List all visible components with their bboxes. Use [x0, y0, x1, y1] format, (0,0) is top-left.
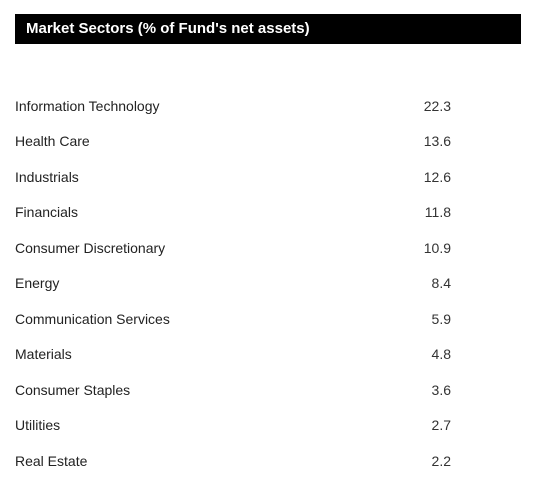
sector-value: 2.7 [431, 417, 451, 434]
sector-name: Health Care [15, 133, 90, 150]
sector-name: Materials [15, 346, 72, 363]
sector-value: 5.9 [431, 310, 451, 327]
sector-name: Consumer Staples [15, 381, 131, 398]
sector-value: 8.4 [431, 275, 451, 292]
sector-value: 4.8 [431, 346, 451, 363]
sector-table: Information Technology 22.3 Health Care … [15, 88, 451, 479]
sector-name: Utilities [15, 417, 61, 434]
table-row: Materials 4.8 [15, 337, 451, 373]
table-row: Consumer Staples 3.6 [15, 372, 451, 408]
sector-name: Communication Services [15, 310, 170, 327]
sector-value: 12.6 [423, 168, 451, 185]
table-row: Consumer Discretionary 10.9 [15, 230, 451, 266]
sector-name: Financials [15, 204, 79, 221]
table-row: Energy 8.4 [15, 266, 451, 302]
sector-value: 22.3 [423, 97, 451, 114]
sector-name: Information Technology [15, 97, 160, 114]
sector-value: 2.2 [431, 452, 451, 469]
sector-name: Industrials [15, 168, 79, 185]
section-title: Market Sectors (% of Fund's net assets) [26, 20, 310, 37]
section-header: Market Sectors (% of Fund's net assets) [15, 14, 521, 44]
table-row: Financials 11.8 [15, 195, 451, 231]
table-row: Information Technology 22.3 [15, 88, 451, 124]
table-row: Health Care 13.6 [15, 124, 451, 160]
sector-name: Energy [15, 275, 60, 292]
sector-value: 10.9 [423, 239, 451, 256]
table-row: Utilities 2.7 [15, 408, 451, 444]
sector-name: Real Estate [15, 452, 88, 469]
table-row: Real Estate 2.2 [15, 443, 451, 479]
sector-value: 11.8 [424, 204, 451, 221]
table-row: Industrials 12.6 [15, 159, 451, 195]
sector-value: 13.6 [423, 133, 451, 150]
table-row: Communication Services 5.9 [15, 301, 451, 337]
sector-name: Consumer Discretionary [15, 239, 166, 256]
sector-value: 3.6 [431, 381, 451, 398]
